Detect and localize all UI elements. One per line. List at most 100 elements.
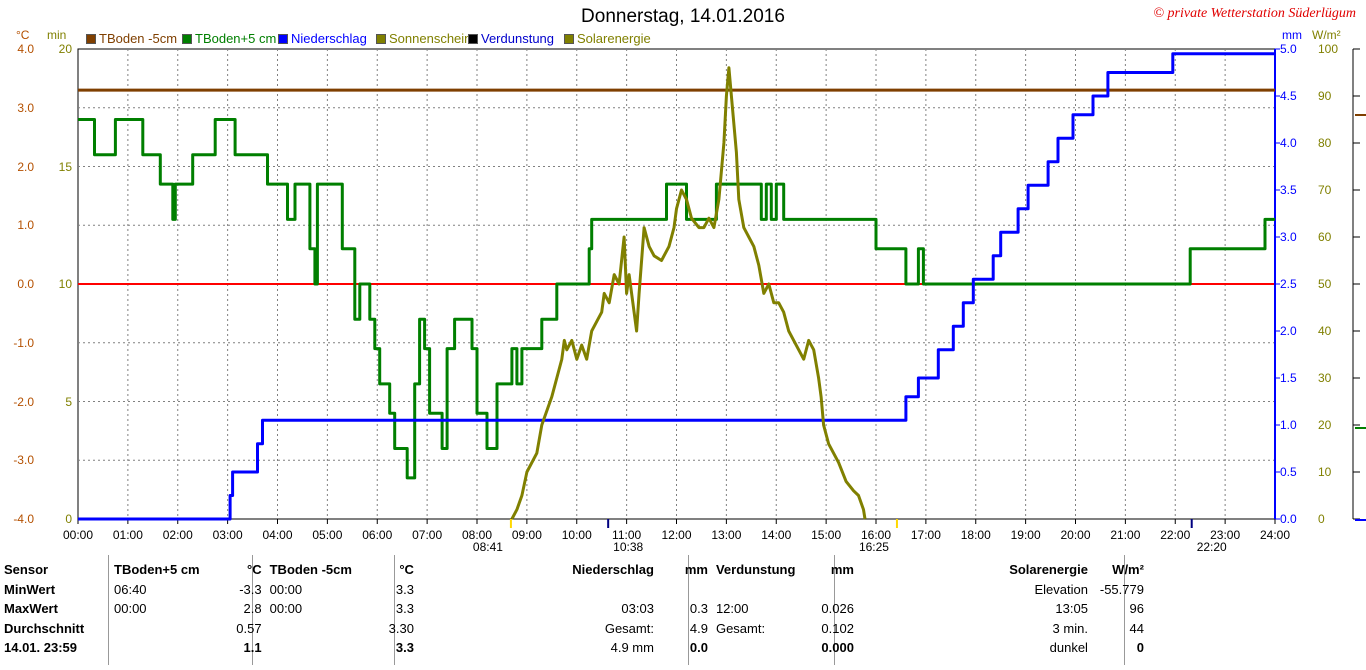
legend-label: TBoden+5 cm — [195, 31, 277, 46]
stats-cell: 4.9 mm — [610, 640, 654, 656]
stats-cell — [110, 619, 204, 639]
y-tick-minutes: 5 — [65, 394, 72, 409]
stats-cell: 0.0 — [689, 640, 708, 656]
stats-cell — [266, 638, 356, 658]
stats-cell: 3.3 — [395, 601, 414, 617]
stats-cell: 3 min. — [1052, 620, 1088, 636]
x-tick-label: 05:00 — [312, 528, 343, 542]
event-time-label: 08:41 — [472, 540, 503, 554]
stats-cell: 0.000 — [821, 640, 854, 656]
stats-cell: 2.8 — [243, 601, 262, 617]
stats-separator — [394, 555, 395, 665]
y-tick-mm: 4.5 — [1280, 89, 1297, 103]
x-tick-label: 12:00 — [661, 528, 692, 542]
y-tick-mm: 3.5 — [1280, 183, 1297, 197]
unit-minutes-label: min — [47, 28, 67, 42]
y-tick-wm2: 0 — [1318, 512, 1325, 526]
stats-cell: 0.3 — [689, 601, 708, 617]
y-tick-minutes: 15 — [58, 159, 72, 174]
stats-cell: 3.3 — [395, 640, 414, 656]
y-tick-wm2: 90 — [1318, 89, 1332, 103]
stats-cell — [806, 580, 858, 600]
y-tick-minutes: 10 — [58, 277, 72, 291]
legend-label: Sonnenschein — [389, 31, 472, 46]
y-tick-wm2: 60 — [1318, 230, 1332, 244]
stats-cell: 0.026 — [821, 601, 854, 617]
legend-swatch — [278, 34, 288, 44]
stats-cell: -55.779 — [1099, 581, 1144, 597]
chart-svg — [77, 48, 1366, 528]
stats-cell: °C — [247, 562, 262, 578]
stats-cell: Verdunstung — [715, 562, 796, 578]
legend-item: TBoden+5 cm — [182, 31, 276, 46]
stats-cell: mm — [830, 562, 854, 578]
x-tick-label: 11:00 — [612, 528, 642, 542]
y-tick-wm2: 30 — [1318, 371, 1332, 385]
stats-cell: -3.3 — [239, 581, 262, 597]
stats-cell: 00:00 — [269, 581, 303, 597]
legend-label: Solarenergie — [577, 31, 651, 46]
y-tick-mm: 5.0 — [1280, 42, 1297, 56]
stats-separator — [252, 555, 253, 665]
stats-cell — [418, 580, 658, 600]
stats-cell: 0.57 — [236, 620, 262, 636]
legend-item: Solarenergie — [564, 31, 651, 46]
stats-cell: 14.01. 23:59 — [4, 640, 78, 656]
stats-separator — [834, 555, 835, 665]
stats-cell: Solarenergie — [1009, 562, 1088, 578]
y-tick-celsius: 4.0 — [17, 42, 34, 56]
x-tick-label: 04:00 — [262, 528, 293, 542]
event-time-label: 22:20 — [1196, 540, 1227, 554]
y-tick-mm: 2.5 — [1280, 277, 1297, 291]
x-tick-label: 00:00 — [62, 528, 94, 542]
stats-cell: 03:03 — [621, 601, 654, 617]
stats-cell: 12:00 — [715, 601, 749, 617]
stats-cell: 00:00 — [114, 601, 147, 617]
stats-cell — [712, 580, 806, 600]
stats-cell: dunkel — [1049, 640, 1088, 656]
stats-cell: mm — [684, 562, 708, 578]
x-tick-label: 16:00 — [860, 528, 892, 542]
y-tick-celsius: 3.0 — [17, 100, 34, 115]
stats-cell: TBoden -5cm — [269, 562, 352, 578]
stats-cell: Durchschnitt — [4, 620, 85, 636]
stats-row: Durchschnitt 0.57 3.30 Gesamt: 4.9 Gesamt: 0.1… — [0, 619, 1148, 639]
legend-swatch — [564, 34, 574, 44]
stats-cell — [266, 619, 356, 639]
stats-cell: 3.3 — [395, 581, 414, 597]
x-tick-label: 10:00 — [561, 528, 592, 542]
y-tick-wm2: 70 — [1318, 183, 1332, 197]
series-line-solarenergie — [510, 66, 867, 520]
stats-cell: 0 — [1136, 640, 1144, 656]
stats-cell — [110, 638, 204, 658]
y-tick-celsius: 1.0 — [17, 218, 34, 233]
stats-cell — [658, 580, 712, 600]
x-tick-label: 09:00 — [511, 528, 542, 542]
legend-swatch — [376, 34, 386, 44]
x-tick-label: 19:00 — [1010, 528, 1041, 542]
stats-table: Sensor TBoden+5 cm °C TBoden -5cm °C Niedersc… — [0, 560, 1148, 658]
y-tick-mm: 0.0 — [1280, 512, 1297, 526]
stats-separator — [688, 555, 689, 665]
x-tick-label: 23:00 — [1210, 528, 1241, 542]
series-line-tboden-5-cm — [78, 118, 1275, 480]
x-tick-label: 02:00 — [162, 528, 193, 542]
legend-item: Verdunstung — [468, 31, 554, 46]
stats-cell: 13:05 — [1055, 601, 1088, 617]
y-tick-wm2: 10 — [1318, 465, 1332, 479]
y-tick-wm2: 50 — [1318, 277, 1332, 291]
stats-cell: Gesamt: — [604, 620, 654, 636]
stats-cell: 1.1 — [243, 640, 262, 656]
y-tick-celsius: 2.0 — [17, 159, 34, 174]
stats-cell: Elevation — [1034, 581, 1088, 597]
legend-swatch — [86, 34, 96, 44]
stats-cell: 44 — [1129, 620, 1144, 636]
x-tick-label: 08:00 — [461, 528, 493, 542]
page-title: Donnerstag, 14.01.2016 — [581, 6, 785, 27]
legend-swatch — [468, 34, 478, 44]
x-tick-label: 17:00 — [910, 528, 941, 542]
stats-cell: 00:00 — [269, 601, 303, 617]
event-time-label: 10:38 — [613, 540, 644, 554]
y-tick-mm: 3.0 — [1280, 230, 1297, 244]
stats-header-row: Sensor TBoden+5 cm °C TBoden -5cm °C Niedersc… — [0, 560, 1148, 580]
